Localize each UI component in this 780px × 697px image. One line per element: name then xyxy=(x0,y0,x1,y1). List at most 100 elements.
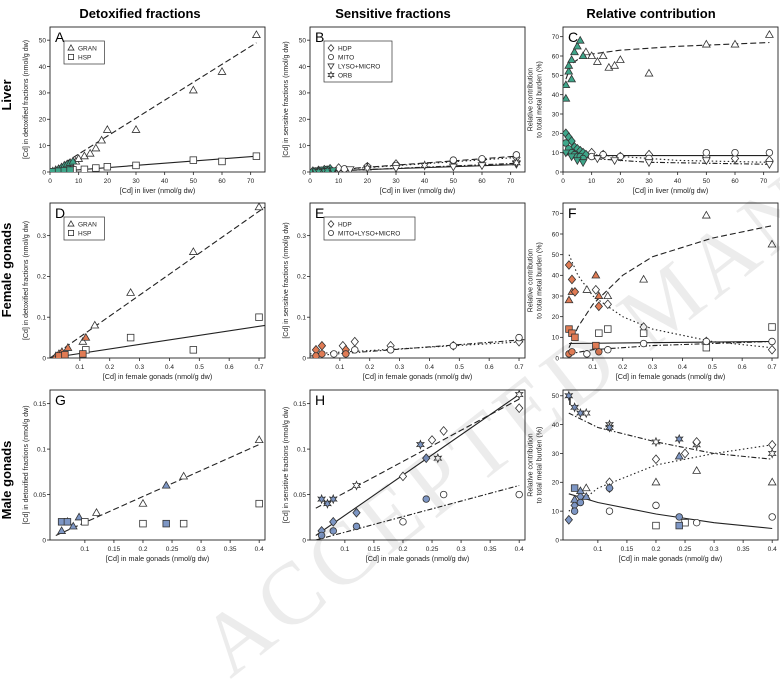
data-point-gran xyxy=(581,491,591,500)
y-tick-label: 0 xyxy=(302,355,306,362)
data-point-mito-lyso-micro xyxy=(330,350,338,358)
y-tick-label: 10 xyxy=(552,508,560,515)
data-point-gran xyxy=(161,480,171,489)
panel-c-ylabel: Relative contribution xyxy=(528,68,535,132)
data-point-hsp xyxy=(103,163,112,171)
data-point-mito-lyso-micro xyxy=(386,346,395,354)
x-tick-label: 0.3 xyxy=(135,364,144,371)
data-point-gran xyxy=(564,60,574,69)
data-point-hsp xyxy=(189,346,198,354)
data-point-gran xyxy=(767,477,777,486)
data-point-mito xyxy=(570,507,579,515)
data-point-mito xyxy=(422,495,430,503)
y-tick-label: 0.15 xyxy=(33,401,46,408)
fit-line-gran xyxy=(568,225,773,348)
legend-label: HSP xyxy=(78,230,91,237)
panel-a-frame xyxy=(49,26,266,173)
data-point-hdp xyxy=(680,448,690,459)
data-point-hsp xyxy=(571,333,579,342)
legend-marker xyxy=(327,44,335,52)
panel-c-data xyxy=(563,29,774,170)
data-point-gran xyxy=(91,143,101,152)
data-point-hsp xyxy=(162,519,170,528)
data-point-mito xyxy=(563,139,570,147)
data-point-lyso-micro xyxy=(592,155,602,164)
x-tick-label: 30 xyxy=(392,178,400,185)
fit-line-mito xyxy=(315,484,520,540)
data-point-mito xyxy=(605,484,614,492)
y-tick-label: 50 xyxy=(552,252,560,259)
panel-f-data xyxy=(564,210,777,358)
panel-a-legend: GRAN HSP xyxy=(63,40,105,65)
panel-g-xlabel: [Cd] in male gonads (nmol/g dw) xyxy=(106,554,209,563)
panel-i-ylabel: to total metal burden (%) xyxy=(537,427,544,504)
x-tick-label: 70 xyxy=(247,178,255,185)
data-point-gran xyxy=(701,210,711,219)
x-tick-label: 0.4 xyxy=(255,546,264,553)
x-tick-label: 50 xyxy=(190,178,198,185)
data-point-gran xyxy=(701,39,711,48)
panel-i-xlabel: [Cd] in male gonads (nmol/g dw) xyxy=(619,554,722,563)
panel-e-legend: HDP MITO+LYSO+MICRO xyxy=(323,216,416,241)
data-point-gran xyxy=(564,66,574,75)
y-tick-label: 0.3 xyxy=(297,233,306,240)
legend-marker xyxy=(68,54,75,61)
column-title-relative: Relative contribution xyxy=(586,6,715,21)
data-point-gran xyxy=(251,30,261,38)
panel-e-frame xyxy=(309,202,526,359)
data-point-hdp xyxy=(439,425,448,436)
data-point-gran xyxy=(578,51,588,60)
data-point-gran xyxy=(598,51,608,60)
data-point-hdp xyxy=(564,260,574,270)
data-point-hsp xyxy=(61,351,69,358)
panel-f-xlabel: [Cd] in female gonads (nmol/g dw) xyxy=(616,372,725,381)
data-point-gran xyxy=(730,39,740,48)
panel-g-frame xyxy=(49,389,266,541)
x-tick-label: 30 xyxy=(645,178,653,185)
y-tick-label: 50 xyxy=(299,37,307,44)
y-tick-label: 20 xyxy=(299,117,307,124)
data-point-gran xyxy=(581,483,591,492)
y-tick-label: 0.05 xyxy=(33,492,46,499)
data-point-hsp xyxy=(126,333,135,342)
data-point-hdp xyxy=(591,284,601,295)
data-point-hdp xyxy=(398,471,408,482)
x-tick-label: 0.5 xyxy=(455,364,464,371)
data-point-hdp xyxy=(594,301,603,312)
data-point-orb xyxy=(514,390,524,400)
x-tick-label: 70 xyxy=(760,178,768,185)
panel-e: E0.1 0.2 0.3 0.4 0.5 0.6 0.700.10.20.3[Cd] in … xyxy=(283,202,526,381)
fit-line-orb xyxy=(315,398,520,509)
data-point-gran xyxy=(188,85,198,94)
x-tick-label: 30 xyxy=(132,178,140,185)
data-point-gran xyxy=(63,343,73,351)
panel-a-ylabel: [Cd] in detoxified fractions (nmol/g dw) xyxy=(23,40,30,159)
y-tick-label: 0.1 xyxy=(297,446,306,453)
panel-a-label: A xyxy=(55,29,65,45)
legend-marker xyxy=(327,54,334,61)
data-point-orb xyxy=(322,165,332,172)
panel-g: G0.1 0.15 0.2 0.25 0.3 0.35 0.400.050.10.15[Cd… xyxy=(23,389,266,563)
panel-b-ylabel: [Cd] in sensitive fractions (nmol/g dw) xyxy=(283,41,290,157)
data-point-orb xyxy=(575,407,585,419)
y-tick-label: 0 xyxy=(555,169,559,176)
x-tick-label: 0.6 xyxy=(225,364,234,371)
data-point-mito xyxy=(576,498,585,507)
data-point-mito-lyso-micro xyxy=(595,348,603,356)
fit-line-gran xyxy=(50,42,257,172)
legend-marker xyxy=(67,220,75,227)
data-point-gran xyxy=(610,60,620,69)
fit-line-hdp xyxy=(565,136,770,163)
data-point-hsp xyxy=(255,313,263,321)
data-point-hdp xyxy=(692,437,701,447)
row-title-female-gonads: Female gonads xyxy=(0,223,14,318)
data-point-mito-lyso-micro xyxy=(604,346,612,354)
y-tick-label: 70 xyxy=(552,34,560,41)
data-point-orb xyxy=(328,493,338,505)
y-tick-label: 30 xyxy=(39,90,47,97)
y-tick-label: 20 xyxy=(552,314,560,321)
data-point-mito-lyso-micro xyxy=(702,337,711,346)
x-tick-label: 0.7 xyxy=(255,364,264,371)
legend-marker xyxy=(327,220,335,228)
